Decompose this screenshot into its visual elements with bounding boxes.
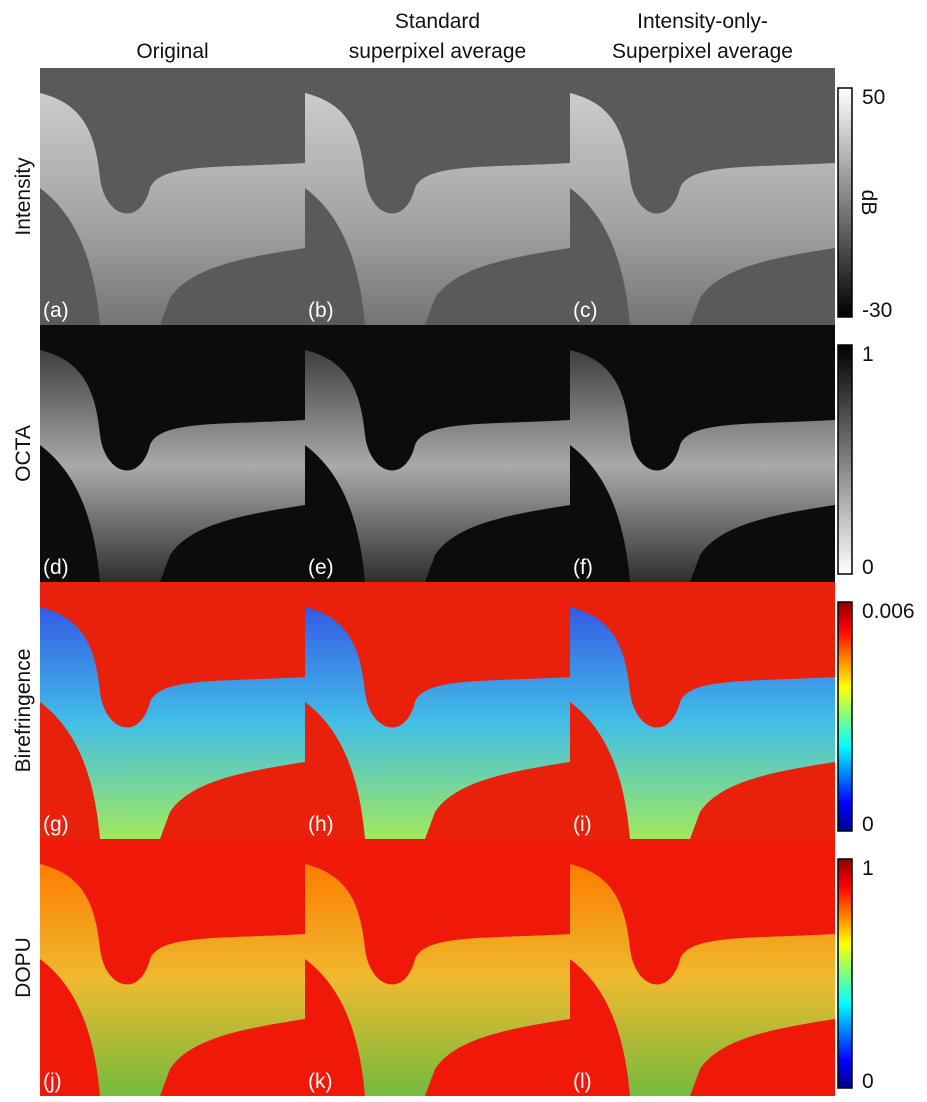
colorbar (837, 344, 853, 575)
panel-label: (j) (43, 1070, 62, 1093)
panel: (i) (570, 582, 835, 839)
panel: (h) (305, 582, 570, 839)
panel: (f) (570, 325, 835, 582)
panel-label: (i) (573, 813, 592, 836)
panel-label: (e) (308, 556, 334, 579)
panel: (d) (40, 325, 305, 582)
colorbar-min: -30 (862, 299, 892, 322)
panel-label: (d) (43, 556, 69, 579)
panel: (c) (570, 68, 835, 325)
row-label: DOPU (12, 937, 35, 998)
colorbar (837, 858, 853, 1089)
column-header: Intensity-only- (637, 10, 768, 33)
panel-label: (k) (308, 1070, 333, 1093)
row-label: OCTA (12, 425, 35, 482)
colorbar (837, 601, 853, 832)
row-label: Intensity (12, 157, 35, 236)
colorbar-unit: dB (857, 190, 880, 216)
panel: (b) (305, 68, 570, 325)
column-header: Original (136, 40, 208, 63)
colorbar-min: 0 (862, 556, 874, 579)
panel: (e) (305, 325, 570, 582)
column-header: superpixel average (349, 40, 526, 63)
panel: (a) (40, 68, 305, 325)
colorbar-max: 1 (862, 343, 874, 366)
colorbar-min: 0 (862, 1070, 874, 1093)
panel-label: (h) (308, 813, 334, 836)
panel-label: (a) (43, 299, 69, 322)
panel-label: (f) (573, 556, 593, 579)
panel: (l) (570, 839, 835, 1096)
panel: (k) (305, 839, 570, 1096)
colorbar-max: 50 (862, 86, 885, 109)
colorbar-max: 0.006 (862, 600, 915, 623)
colorbar-min: 0 (862, 813, 874, 836)
panel-label: (l) (573, 1070, 592, 1093)
panel-label: (b) (308, 299, 334, 322)
panel: (g) (40, 582, 305, 839)
panel-label: (g) (43, 813, 69, 836)
panel-label: (c) (573, 299, 598, 322)
column-header: Standard (395, 10, 480, 33)
colorbar (837, 87, 853, 318)
row-label: Birefringence (12, 649, 35, 773)
panel: (j) (40, 839, 305, 1096)
column-header: Superpixel average (612, 40, 793, 63)
colorbar-max: 1 (862, 857, 874, 880)
